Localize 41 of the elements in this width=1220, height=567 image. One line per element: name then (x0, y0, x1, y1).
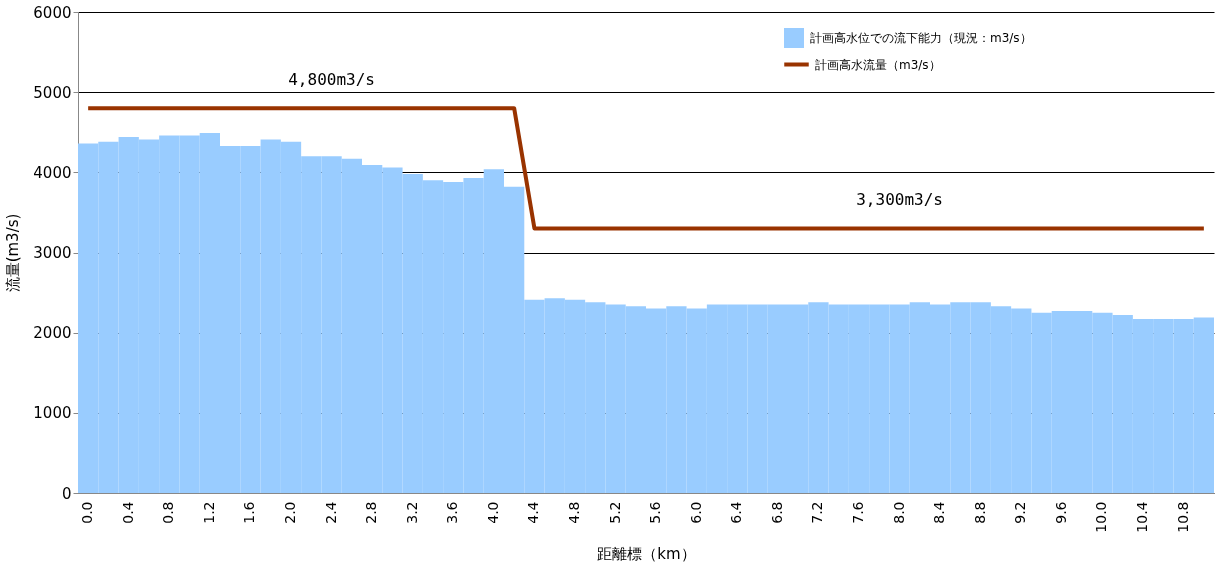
annotation: 3,300m3/s (856, 190, 943, 210)
y-tick-label: 4000 (33, 163, 72, 182)
x-tick-label: 5.6 (647, 501, 664, 524)
x-tick-label: 4.8 (566, 501, 582, 524)
x-tick-label: 1.6 (241, 501, 258, 524)
x-tick-label: 6.0 (687, 501, 704, 524)
x-tick-label: 10.4 (1134, 501, 1150, 533)
x-tick-label: 8.0 (890, 501, 907, 524)
x-tick-label: 3.6 (444, 501, 461, 524)
x-tick-label: 4.4 (525, 501, 542, 524)
x-tick-label: 4.0 (484, 501, 501, 524)
legend-label: 計画高水位での流下能力（現況：m3/s） (810, 31, 1032, 45)
annotation: 4,800m3/s (288, 70, 375, 90)
x-tick-label: 1.2 (200, 501, 217, 524)
x-axis-title: 距離標（km） (597, 544, 696, 563)
x-tick-label: 5.2 (606, 501, 623, 524)
y-tick-label: 5000 (33, 83, 72, 102)
x-tick-label: 2.8 (363, 501, 380, 524)
x-tick-label: 9.2 (1012, 501, 1029, 524)
x-tick-label: 10.0 (1093, 501, 1110, 533)
x-tick-label: 7.6 (850, 501, 866, 524)
x-tick-label: 8.8 (971, 501, 988, 524)
y-tick-label: 2000 (33, 324, 72, 343)
x-tick-label: 3.2 (403, 501, 420, 524)
x-tick-label: 7.2 (809, 501, 826, 524)
y-tick-label: 6000 (33, 3, 72, 22)
x-tick-label: 0.4 (119, 501, 136, 524)
x-tick-label: 6.8 (768, 501, 785, 524)
x-tick-label: 8.4 (931, 501, 948, 524)
x-tick-label: 2.0 (282, 501, 298, 524)
x-tick-label: 10.8 (1174, 501, 1191, 533)
x-tick-label: 2.4 (322, 501, 339, 524)
y-axis-title: 流量(m3/s) (4, 213, 23, 293)
x-tick-label: 0.0 (79, 501, 96, 524)
y-tick-label: 3000 (33, 244, 72, 262)
legend-label: 計画高水流量（m3/s） (815, 57, 941, 72)
x-tick-label: 6.4 (728, 501, 745, 524)
y-tick-label: 0 (61, 484, 72, 503)
y-tick-label: 1000 (33, 404, 72, 423)
x-tick-label: 0.8 (160, 501, 177, 524)
x-tick-label: 9.6 (1052, 501, 1069, 524)
